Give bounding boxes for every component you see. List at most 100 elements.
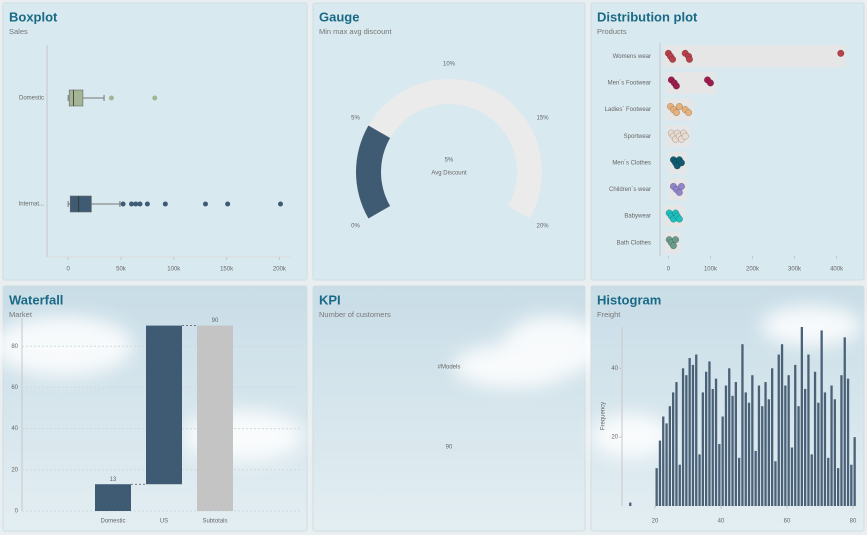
panel-title: Histogram	[597, 292, 661, 307]
value-label: 13	[110, 477, 117, 483]
category-label: Babywear	[624, 214, 651, 220]
panel-title: Boxplot	[9, 9, 58, 24]
bar	[817, 402, 820, 506]
bar	[787, 375, 790, 506]
range-band	[666, 71, 716, 94]
bar	[95, 484, 131, 511]
x-tick-label: 100k	[704, 267, 718, 273]
gauge-tick-label: 10%	[443, 62, 456, 68]
y-tick-label: 20	[611, 435, 618, 441]
gauge-label: Avg Discount	[431, 171, 467, 177]
outlier	[277, 201, 283, 207]
x-tick-label: US	[160, 519, 168, 525]
dot	[672, 82, 680, 90]
bar	[830, 385, 833, 506]
category-label: Domestic	[19, 96, 44, 102]
bar	[823, 392, 827, 506]
bar	[695, 354, 698, 506]
range-band	[663, 45, 846, 68]
outlier	[162, 201, 168, 207]
dot	[677, 159, 685, 167]
panel-title: Waterfall	[9, 292, 63, 307]
bar	[757, 385, 761, 506]
bar	[681, 368, 685, 506]
bar	[691, 364, 695, 506]
bar	[668, 406, 671, 506]
x-tick-label: 100k	[167, 267, 181, 273]
bar	[767, 399, 770, 506]
bar	[807, 354, 810, 506]
bar	[734, 382, 737, 506]
panel	[312, 2, 586, 281]
bar	[629, 502, 632, 506]
bar	[774, 461, 777, 506]
panel-subtitle: Min max avg discount	[319, 27, 392, 36]
bar	[721, 416, 724, 506]
outlier	[129, 201, 135, 207]
bar	[751, 375, 754, 506]
bar	[741, 344, 744, 506]
x-tick-label: 40	[718, 519, 725, 525]
bar	[708, 361, 711, 506]
category-label: Internat...	[19, 202, 45, 208]
bar	[718, 444, 721, 506]
x-tick-label: 20	[652, 519, 659, 525]
outlier	[137, 201, 143, 207]
dot	[706, 79, 715, 87]
y-tick-label: 60	[11, 385, 18, 391]
bar	[761, 406, 764, 506]
x-tick-label: 60	[784, 519, 791, 525]
panel	[2, 2, 308, 281]
panel-subtitle: Products	[597, 27, 627, 36]
panel-subtitle: Market	[9, 310, 33, 319]
gauge-track	[355, 78, 542, 219]
gauge-tick-label: 5%	[351, 116, 360, 122]
category-label: Sportwear	[624, 134, 651, 140]
bar	[827, 457, 830, 506]
bar	[728, 368, 731, 506]
panel-title: Distribution plot	[597, 9, 698, 24]
bar	[784, 385, 787, 506]
bar	[764, 382, 767, 506]
panel-subtitle: Number of customers	[319, 310, 391, 319]
bar	[672, 392, 675, 506]
dot	[672, 236, 680, 244]
bar	[698, 454, 701, 506]
bar	[777, 354, 780, 506]
value-label: 90	[212, 318, 219, 324]
kpi-label: #Models	[438, 365, 461, 371]
clouds	[591, 306, 861, 458]
bar	[724, 385, 728, 506]
bar	[804, 388, 807, 506]
dot	[675, 188, 683, 196]
bar	[747, 402, 751, 506]
bar	[685, 375, 688, 506]
gauge-tick-label: 15%	[537, 116, 550, 122]
bar	[837, 468, 840, 506]
y-tick-label: 40	[11, 426, 18, 432]
bar	[833, 399, 836, 506]
bar	[780, 344, 784, 506]
clouds	[453, 316, 603, 388]
bar	[738, 457, 741, 506]
panel-title: KPI	[319, 292, 341, 307]
panel-subtitle: Sales	[9, 27, 28, 36]
outlier	[120, 201, 126, 207]
x-tick-label: 0	[667, 267, 671, 273]
bar	[705, 371, 708, 506]
bar	[744, 392, 747, 506]
box	[68, 89, 84, 107]
kpi-value: 90	[446, 445, 453, 451]
bar	[711, 388, 714, 506]
x-tick-label: 300k	[788, 267, 802, 273]
dot	[677, 182, 685, 190]
category-label: Womens wear	[613, 54, 651, 60]
dot	[675, 103, 683, 111]
category-label: Children´s wear	[609, 187, 651, 193]
outlier	[144, 201, 150, 207]
category-label: Ladies´ Footwear	[605, 107, 651, 113]
outlier	[152, 95, 158, 101]
bar	[797, 406, 800, 506]
dot	[685, 55, 693, 63]
